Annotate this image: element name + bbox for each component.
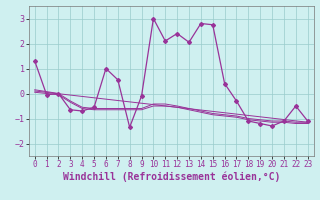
X-axis label: Windchill (Refroidissement éolien,°C): Windchill (Refroidissement éolien,°C) [62, 172, 280, 182]
